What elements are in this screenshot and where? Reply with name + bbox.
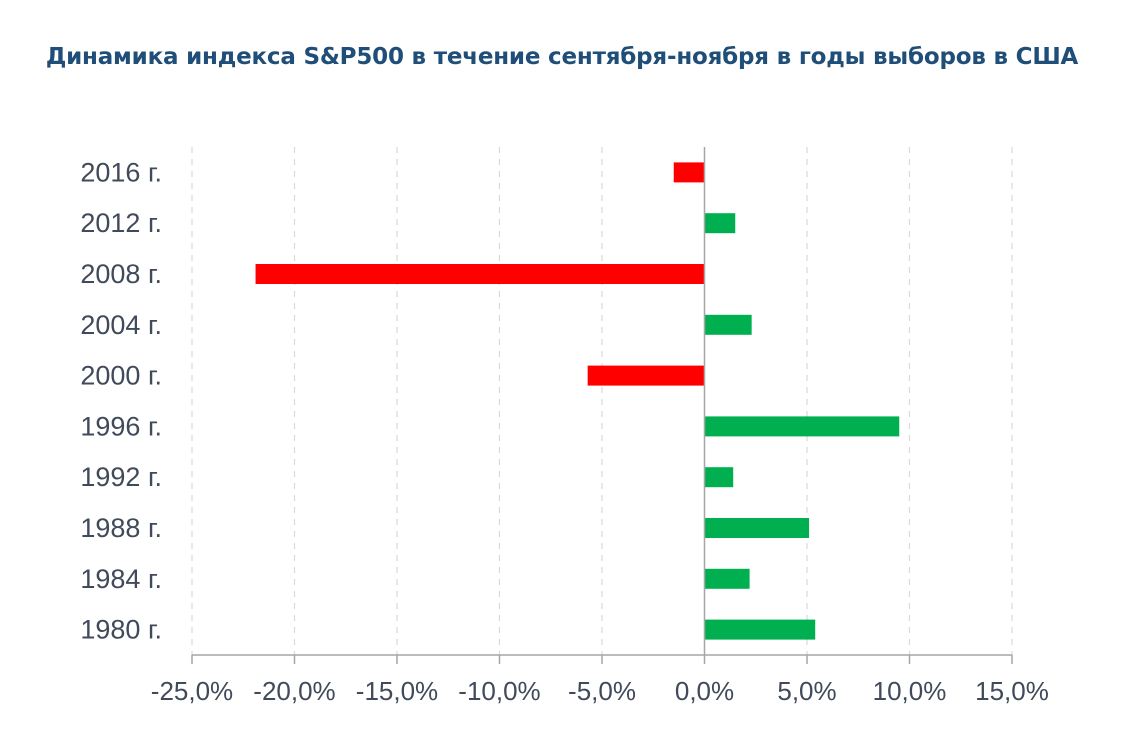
bars — [255, 162, 900, 640]
x-tick-label: -10,0% — [458, 676, 540, 706]
category-label: 2000 г. — [80, 361, 162, 391]
bar — [704, 619, 816, 640]
category-label: 1992 г. — [80, 462, 162, 492]
category-label: 2012 г. — [80, 208, 162, 238]
category-label: 1996 г. — [80, 411, 162, 441]
x-tick-label: 15,0% — [975, 676, 1049, 706]
bar — [704, 314, 752, 335]
bar — [704, 568, 750, 589]
grid-lines — [191, 147, 1013, 655]
x-tick-label: -15,0% — [356, 676, 438, 706]
bar — [255, 264, 705, 284]
bar — [704, 518, 810, 538]
bar — [704, 467, 734, 488]
category-label: 1984 г. — [80, 564, 162, 594]
category-label: 1988 г. — [80, 513, 162, 543]
x-tick-label: -5,0% — [568, 676, 636, 706]
axes — [191, 147, 1013, 664]
bar — [704, 416, 900, 437]
x-tick-label: -20,0% — [253, 676, 335, 706]
x-tick-label: 0,0% — [675, 676, 734, 706]
category-label: 1980 г. — [80, 615, 162, 645]
bar — [704, 213, 736, 234]
labels: -25,0% -20,0% -15,0% -10,0% -5,0% 0,0% 5,0% 10,… — [80, 157, 1048, 706]
x-tick-label: -25,0% — [151, 676, 233, 706]
x-tick-label: 10,0% — [873, 676, 947, 706]
category-label: 2008 г. — [80, 259, 162, 289]
bar — [673, 162, 705, 183]
x-tick-label: 5,0% — [777, 676, 836, 706]
category-label: 2004 г. — [80, 310, 162, 340]
chart-title: Динамика индекса S&P500 в течение сентяб… — [45, 44, 1079, 70]
bar — [587, 365, 705, 386]
category-label: 2016 г. — [80, 157, 162, 187]
